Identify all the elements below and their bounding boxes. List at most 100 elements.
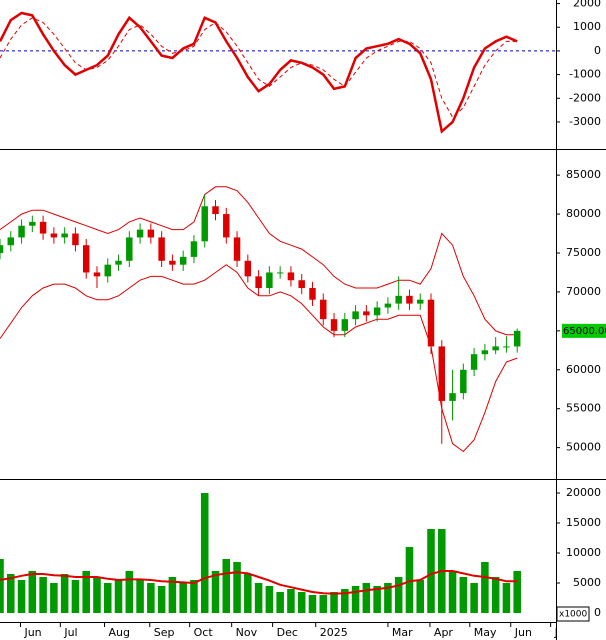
y-tick-label: 20000: [566, 486, 601, 499]
candle-body: [223, 214, 230, 238]
candle-body: [320, 299, 327, 320]
x-tick-label: Jun: [514, 626, 532, 639]
bar: [71, 580, 80, 613]
candle-body: [169, 260, 176, 265]
candle-body: [309, 288, 316, 300]
bar: [82, 571, 90, 613]
bar: [93, 577, 101, 613]
candle-body: [406, 295, 413, 304]
candle-body: [93, 272, 101, 277]
candle-body: [276, 272, 284, 274]
bar: [157, 586, 166, 613]
bar: [39, 577, 47, 613]
bar: [233, 562, 241, 613]
bar: [373, 586, 381, 613]
candle-body: [50, 233, 58, 238]
candle-body: [470, 354, 478, 370]
candle-body: [449, 393, 456, 401]
unit-box: [556, 606, 590, 622]
bar: [7, 574, 15, 613]
candle-body: [72, 233, 79, 246]
candle-body: [212, 206, 219, 215]
candle-body: [481, 350, 489, 355]
bar: [319, 595, 328, 613]
candle-body: [287, 272, 295, 281]
candle-body: [126, 237, 133, 261]
candle-body: [395, 295, 402, 304]
bar: [200, 493, 209, 613]
candle-body: [417, 299, 424, 304]
x-tick-label: Jun: [23, 626, 41, 639]
bar: [17, 580, 26, 613]
bar: [168, 577, 177, 613]
bar: [341, 589, 349, 613]
y-tick-label: -3000: [569, 115, 601, 128]
candle-body: [29, 221, 36, 226]
x-tick-label: Jul: [63, 626, 77, 639]
bar: [0, 559, 4, 613]
bar: [179, 583, 187, 613]
y-tick-label: -2000: [569, 91, 601, 104]
y-tick-label: -1000: [569, 68, 601, 81]
bar: [265, 586, 274, 613]
y-tick-label: 0: [594, 606, 601, 619]
line: [0, 186, 518, 336]
bar: [459, 577, 468, 613]
candle-body: [330, 319, 338, 331]
x-tick-label: J: [554, 626, 558, 639]
y-tick-label: 70000: [566, 285, 601, 298]
bar: [394, 577, 403, 613]
candle-body: [298, 280, 305, 289]
bar: [448, 571, 457, 613]
candle-body: [438, 346, 446, 401]
candle-body: [18, 225, 25, 238]
x-tick-label: Sep: [154, 626, 175, 639]
candle-body: [384, 303, 392, 308]
candle-body: [158, 237, 165, 261]
line: [0, 570, 518, 595]
candle-body: [39, 221, 47, 234]
y-tick-label: 80000: [566, 207, 601, 220]
y-tick-label: 1000: [573, 20, 601, 33]
candle-body: [513, 330, 521, 347]
y-tick-label: 50000: [566, 441, 601, 454]
x-tick-label: 2025: [320, 626, 348, 639]
y-tick-label: 0: [594, 44, 601, 57]
candle-body: [503, 346, 510, 348]
bar: [254, 583, 263, 613]
bar: [513, 571, 521, 613]
bar: [491, 577, 500, 613]
unit-label: x1000: [559, 610, 588, 620]
candle-body: [82, 245, 90, 273]
bar: [28, 571, 37, 613]
candle-body: [136, 229, 144, 238]
bar: [470, 583, 478, 613]
x-tick-label: Oct: [194, 626, 214, 639]
x-tick-label: Mar: [392, 626, 413, 639]
y-tick-label: 60000: [566, 363, 601, 376]
bar: [351, 586, 360, 613]
candle-body: [373, 307, 381, 316]
bar: [308, 595, 317, 613]
bar: [136, 580, 144, 613]
bar: [50, 583, 58, 613]
y-tick-label: 10000: [566, 546, 601, 559]
bar: [244, 574, 252, 613]
candle-body: [7, 237, 15, 246]
candle-body: [244, 260, 252, 277]
y-tick-label: 2000: [573, 0, 601, 10]
price-marker: [562, 323, 606, 338]
candle-body: [0, 245, 4, 253]
price-marker-label: 65000.00: [563, 326, 606, 337]
bar: [103, 583, 112, 613]
bar: [481, 562, 489, 613]
candle-body: [104, 264, 111, 277]
bar: [405, 547, 414, 613]
x-tick-label: May: [474, 626, 497, 639]
x-tick-label: Aug: [109, 626, 130, 639]
bar: [276, 592, 284, 613]
y-tick-label: 85000: [566, 168, 601, 181]
y-tick-label: 75000: [566, 246, 601, 259]
